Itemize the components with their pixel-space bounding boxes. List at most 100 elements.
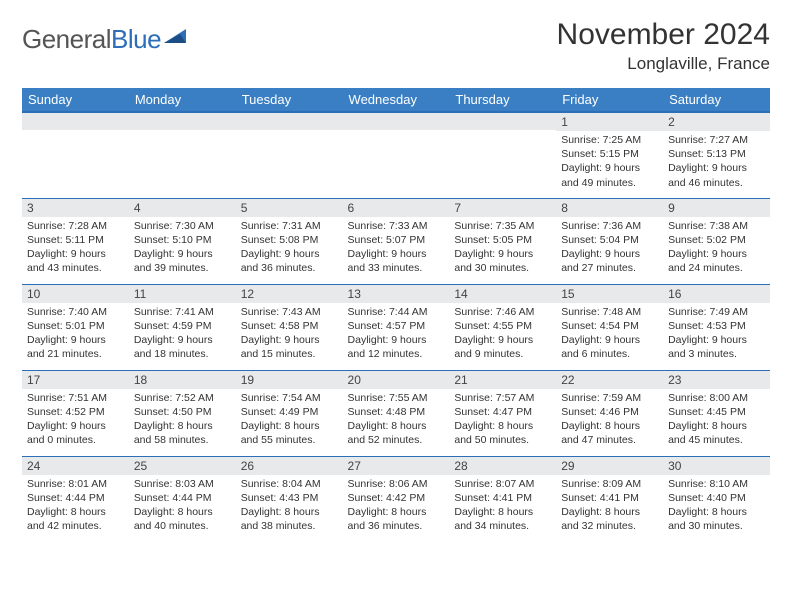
day-number: 23 [663,371,770,389]
calendar-cell: 18Sunrise: 7:52 AMSunset: 4:50 PMDayligh… [129,370,236,456]
calendar-cell: 13Sunrise: 7:44 AMSunset: 4:57 PMDayligh… [343,284,450,370]
day-data: Sunrise: 7:28 AMSunset: 5:11 PMDaylight:… [22,217,129,280]
day-number: 29 [556,457,663,475]
day-number: 4 [129,199,236,217]
calendar-cell: 16Sunrise: 7:49 AMSunset: 4:53 PMDayligh… [663,284,770,370]
day-data: Sunrise: 7:25 AMSunset: 5:15 PMDaylight:… [556,131,663,194]
day-data: Sunrise: 8:03 AMSunset: 4:44 PMDaylight:… [129,475,236,538]
day-data: Sunrise: 8:09 AMSunset: 4:41 PMDaylight:… [556,475,663,538]
day-number: 12 [236,285,343,303]
logo-word2: Blue [111,24,161,54]
day-number: 10 [22,285,129,303]
day-data: Sunrise: 7:59 AMSunset: 4:46 PMDaylight:… [556,389,663,452]
day-data: Sunrise: 7:54 AMSunset: 4:49 PMDaylight:… [236,389,343,452]
day-data: Sunrise: 7:40 AMSunset: 5:01 PMDaylight:… [22,303,129,366]
day-data: Sunrise: 8:04 AMSunset: 4:43 PMDaylight:… [236,475,343,538]
day-number [22,113,129,130]
day-data: Sunrise: 7:57 AMSunset: 4:47 PMDaylight:… [449,389,556,452]
header: GeneralBlue November 2024 Longlaville, F… [22,18,770,74]
dow-friday: Friday [556,88,663,112]
calendar-cell [22,112,129,198]
calendar-cell: 3Sunrise: 7:28 AMSunset: 5:11 PMDaylight… [22,198,129,284]
day-number: 18 [129,371,236,389]
calendar-week-row: 1Sunrise: 7:25 AMSunset: 5:15 PMDaylight… [22,112,770,198]
calendar-cell: 30Sunrise: 8:10 AMSunset: 4:40 PMDayligh… [663,456,770,542]
calendar-cell: 11Sunrise: 7:41 AMSunset: 4:59 PMDayligh… [129,284,236,370]
dow-monday: Monday [129,88,236,112]
location: Longlaville, France [557,54,770,74]
day-number: 6 [343,199,450,217]
day-number [449,113,556,130]
calendar-cell: 29Sunrise: 8:09 AMSunset: 4:41 PMDayligh… [556,456,663,542]
day-number [129,113,236,130]
day-number: 15 [556,285,663,303]
calendar-cell: 21Sunrise: 7:57 AMSunset: 4:47 PMDayligh… [449,370,556,456]
calendar-cell [236,112,343,198]
calendar-cell: 14Sunrise: 7:46 AMSunset: 4:55 PMDayligh… [449,284,556,370]
day-number: 17 [22,371,129,389]
dow-wednesday: Wednesday [343,88,450,112]
day-number [236,113,343,130]
day-number [343,113,450,130]
day-data: Sunrise: 7:51 AMSunset: 4:52 PMDaylight:… [22,389,129,452]
day-data: Sunrise: 8:00 AMSunset: 4:45 PMDaylight:… [663,389,770,452]
day-number: 27 [343,457,450,475]
day-number: 28 [449,457,556,475]
calendar-cell [449,112,556,198]
day-number: 16 [663,285,770,303]
day-data: Sunrise: 7:35 AMSunset: 5:05 PMDaylight:… [449,217,556,280]
calendar-cell: 28Sunrise: 8:07 AMSunset: 4:41 PMDayligh… [449,456,556,542]
calendar-cell: 7Sunrise: 7:35 AMSunset: 5:05 PMDaylight… [449,198,556,284]
day-number: 7 [449,199,556,217]
title-block: November 2024 Longlaville, France [557,18,770,74]
logo: GeneralBlue [22,18,188,55]
day-data: Sunrise: 8:01 AMSunset: 4:44 PMDaylight:… [22,475,129,538]
day-data: Sunrise: 8:10 AMSunset: 4:40 PMDaylight:… [663,475,770,538]
calendar-cell: 10Sunrise: 7:40 AMSunset: 5:01 PMDayligh… [22,284,129,370]
day-number: 19 [236,371,343,389]
day-data: Sunrise: 7:46 AMSunset: 4:55 PMDaylight:… [449,303,556,366]
calendar-cell: 17Sunrise: 7:51 AMSunset: 4:52 PMDayligh… [22,370,129,456]
day-data: Sunrise: 7:30 AMSunset: 5:10 PMDaylight:… [129,217,236,280]
logo-word1: General [22,24,111,54]
day-data: Sunrise: 7:27 AMSunset: 5:13 PMDaylight:… [663,131,770,194]
day-number: 9 [663,199,770,217]
day-number: 30 [663,457,770,475]
month-title: November 2024 [557,18,770,52]
day-number: 25 [129,457,236,475]
day-number: 3 [22,199,129,217]
calendar-cell: 5Sunrise: 7:31 AMSunset: 5:08 PMDaylight… [236,198,343,284]
dow-saturday: Saturday [663,88,770,112]
calendar-cell: 20Sunrise: 7:55 AMSunset: 4:48 PMDayligh… [343,370,450,456]
calendar-cell: 4Sunrise: 7:30 AMSunset: 5:10 PMDaylight… [129,198,236,284]
calendar-cell: 12Sunrise: 7:43 AMSunset: 4:58 PMDayligh… [236,284,343,370]
day-data: Sunrise: 7:55 AMSunset: 4:48 PMDaylight:… [343,389,450,452]
day-data: Sunrise: 7:48 AMSunset: 4:54 PMDaylight:… [556,303,663,366]
calendar-week-row: 10Sunrise: 7:40 AMSunset: 5:01 PMDayligh… [22,284,770,370]
calendar-cell: 22Sunrise: 7:59 AMSunset: 4:46 PMDayligh… [556,370,663,456]
day-data: Sunrise: 7:31 AMSunset: 5:08 PMDaylight:… [236,217,343,280]
calendar-cell: 6Sunrise: 7:33 AMSunset: 5:07 PMDaylight… [343,198,450,284]
calendar-cell: 2Sunrise: 7:27 AMSunset: 5:13 PMDaylight… [663,112,770,198]
day-number: 26 [236,457,343,475]
day-data: Sunrise: 7:49 AMSunset: 4:53 PMDaylight:… [663,303,770,366]
logo-text: GeneralBlue [22,24,161,55]
calendar-cell: 26Sunrise: 8:04 AMSunset: 4:43 PMDayligh… [236,456,343,542]
day-number: 2 [663,113,770,131]
dow-sunday: Sunday [22,88,129,112]
calendar-week-row: 3Sunrise: 7:28 AMSunset: 5:11 PMDaylight… [22,198,770,284]
day-data: Sunrise: 7:41 AMSunset: 4:59 PMDaylight:… [129,303,236,366]
calendar-week-row: 24Sunrise: 8:01 AMSunset: 4:44 PMDayligh… [22,456,770,542]
calendar-cell: 24Sunrise: 8:01 AMSunset: 4:44 PMDayligh… [22,456,129,542]
calendar-cell: 8Sunrise: 7:36 AMSunset: 5:04 PMDaylight… [556,198,663,284]
calendar-cell: 15Sunrise: 7:48 AMSunset: 4:54 PMDayligh… [556,284,663,370]
dow-thursday: Thursday [449,88,556,112]
day-number: 13 [343,285,450,303]
calendar-cell: 25Sunrise: 8:03 AMSunset: 4:44 PMDayligh… [129,456,236,542]
calendar-cell: 27Sunrise: 8:06 AMSunset: 4:42 PMDayligh… [343,456,450,542]
day-number: 5 [236,199,343,217]
calendar-cell: 19Sunrise: 7:54 AMSunset: 4:49 PMDayligh… [236,370,343,456]
calendar-cell: 9Sunrise: 7:38 AMSunset: 5:02 PMDaylight… [663,198,770,284]
day-number: 1 [556,113,663,131]
calendar-week-row: 17Sunrise: 7:51 AMSunset: 4:52 PMDayligh… [22,370,770,456]
